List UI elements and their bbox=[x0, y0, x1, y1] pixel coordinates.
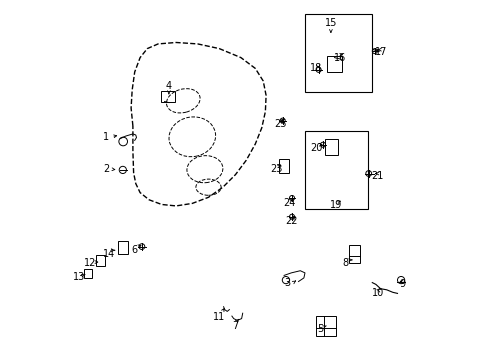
Text: 3: 3 bbox=[284, 278, 290, 288]
Text: 24: 24 bbox=[283, 198, 295, 208]
Bar bbox=[305, 14, 371, 92]
Bar bbox=[348, 245, 359, 263]
Text: 8: 8 bbox=[342, 258, 347, 268]
Text: 12: 12 bbox=[83, 258, 96, 268]
Text: 7: 7 bbox=[232, 321, 238, 331]
Bar bbox=[161, 91, 174, 102]
Bar bbox=[278, 159, 289, 173]
Bar bbox=[96, 255, 105, 266]
Bar bbox=[316, 316, 336, 336]
Text: 18: 18 bbox=[310, 63, 322, 73]
Bar bbox=[118, 241, 127, 254]
Text: 11: 11 bbox=[213, 312, 225, 322]
Text: 13: 13 bbox=[73, 272, 85, 282]
Text: 4: 4 bbox=[165, 81, 172, 91]
Text: 17: 17 bbox=[374, 47, 386, 57]
Bar bbox=[326, 56, 341, 72]
Text: 15: 15 bbox=[324, 18, 336, 28]
Text: 20: 20 bbox=[310, 143, 322, 153]
Text: 22: 22 bbox=[285, 216, 297, 226]
Text: 1: 1 bbox=[102, 132, 109, 142]
Text: 19: 19 bbox=[329, 200, 342, 210]
Text: 9: 9 bbox=[399, 279, 405, 289]
Text: 2: 2 bbox=[102, 164, 109, 174]
Bar bbox=[325, 139, 337, 155]
Text: 10: 10 bbox=[371, 288, 383, 298]
Text: 21: 21 bbox=[371, 171, 383, 181]
Text: 25: 25 bbox=[274, 119, 286, 129]
Bar bbox=[84, 269, 92, 278]
Text: 6: 6 bbox=[131, 245, 138, 255]
Bar bbox=[305, 131, 367, 209]
Text: 5: 5 bbox=[316, 324, 323, 334]
Text: 14: 14 bbox=[103, 249, 115, 259]
Text: 16: 16 bbox=[333, 53, 346, 63]
Text: 23: 23 bbox=[270, 164, 283, 174]
